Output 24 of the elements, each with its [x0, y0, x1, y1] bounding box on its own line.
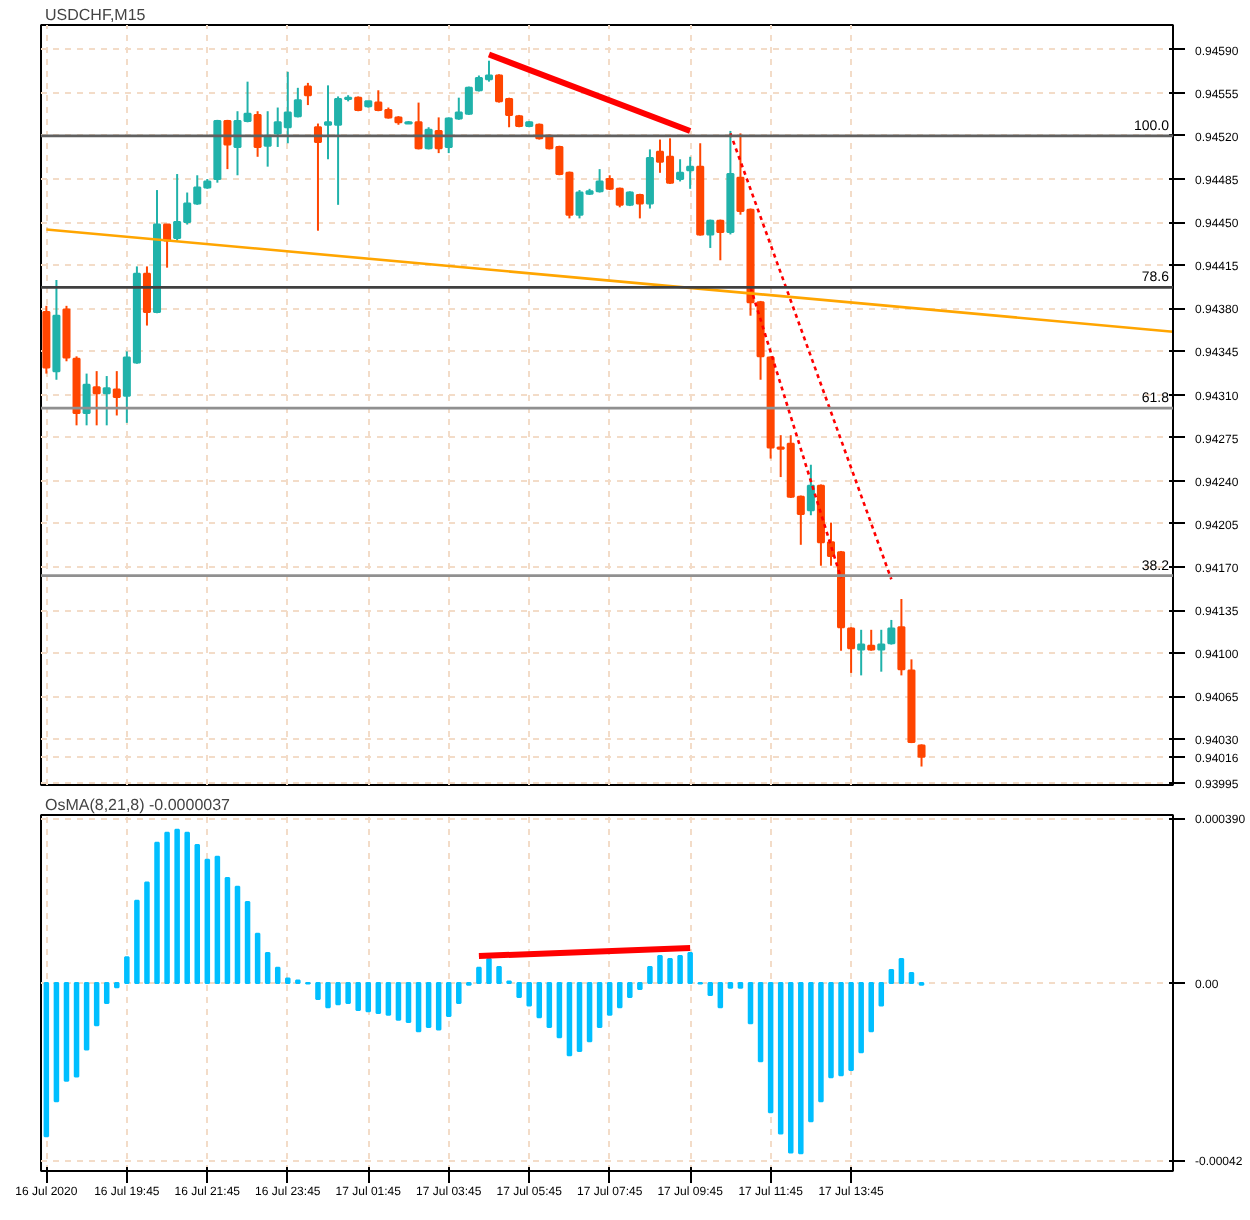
- candlestick: [716, 218, 725, 262]
- candlestick: [877, 628, 886, 673]
- candlestick: [102, 375, 111, 427]
- candlestick: [867, 628, 876, 652]
- candlestick: [303, 81, 312, 107]
- candlestick: [706, 218, 715, 249]
- candlestick: [806, 463, 815, 517]
- candlestick: [635, 192, 644, 220]
- candlestick: [142, 265, 151, 327]
- candlestick: [112, 370, 121, 417]
- candlestick: [92, 370, 101, 427]
- candlestick: [82, 372, 91, 427]
- candlestick: [253, 110, 262, 158]
- candlestick: [857, 628, 866, 677]
- candlestick: [917, 743, 926, 768]
- candlestick: [887, 618, 896, 646]
- candlestick: [645, 148, 654, 210]
- candlestick: [676, 158, 685, 183]
- chart-title: OsMA(8,21,8) -0.0000037: [45, 796, 232, 814]
- chart-title: USDCHF,M15: [45, 6, 147, 24]
- candlestick: [847, 626, 856, 674]
- candlestick: [686, 155, 695, 190]
- candlestick: [223, 118, 232, 171]
- candlestick: [414, 101, 423, 151]
